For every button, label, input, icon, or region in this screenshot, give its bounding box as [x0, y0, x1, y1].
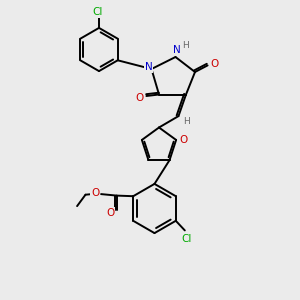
- Text: Cl: Cl: [92, 7, 103, 17]
- Text: O: O: [210, 59, 218, 69]
- Text: O: O: [91, 188, 99, 199]
- Text: N: N: [173, 45, 181, 56]
- Text: H: H: [184, 117, 190, 126]
- Text: O: O: [179, 135, 188, 145]
- Text: H: H: [182, 41, 188, 50]
- Text: O: O: [136, 93, 144, 103]
- Text: O: O: [106, 208, 114, 218]
- Text: N: N: [145, 62, 152, 73]
- Text: Cl: Cl: [181, 234, 191, 244]
